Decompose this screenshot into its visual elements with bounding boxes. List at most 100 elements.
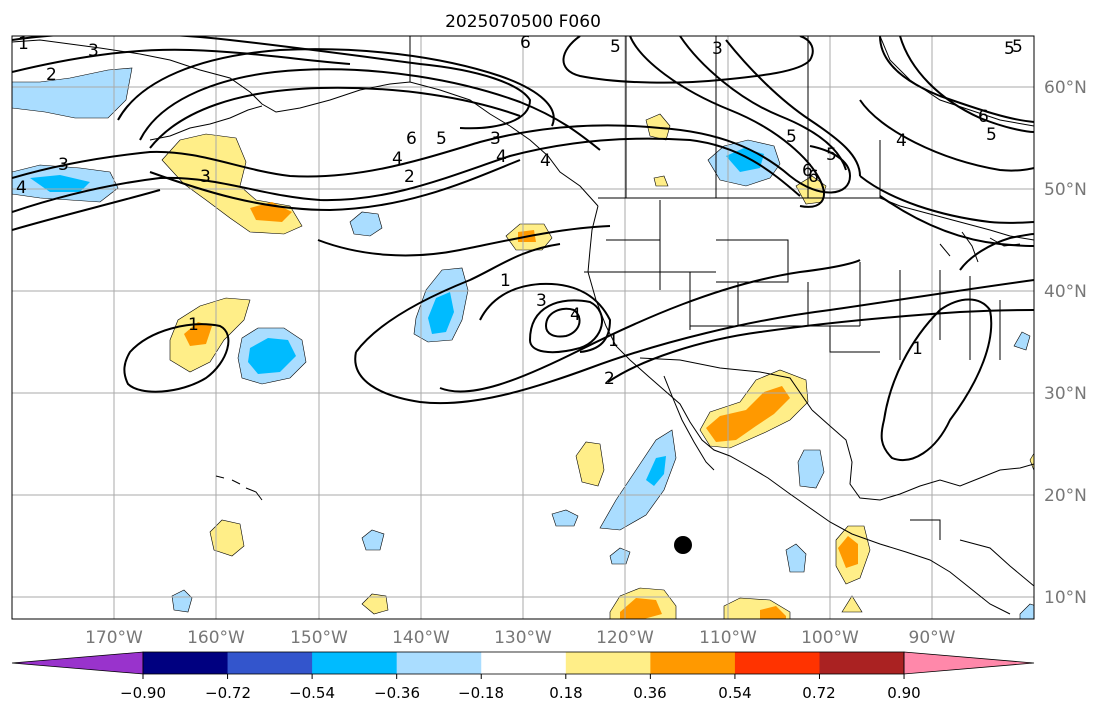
anomaly-area <box>209 519 245 557</box>
colorbar-tick-label: 0.36 <box>633 684 666 702</box>
anomaly-area <box>620 598 662 619</box>
anomaly-area <box>797 449 825 489</box>
strong-positive-anomaly-areas <box>184 202 858 619</box>
colorbar-tick-label: 0.90 <box>887 684 920 702</box>
contour-label: 6 <box>978 107 989 127</box>
anomaly-area <box>551 509 579 527</box>
colorbar-tick-label: −0.36 <box>374 684 420 702</box>
contour-label: 5 <box>786 127 797 147</box>
plot-area: 1 2 3 4 5 6 1 2 3 4 5 6 5 6 5 3 4 5 6 3 … <box>12 34 1034 619</box>
anomaly-area <box>1013 331 1031 351</box>
contour-label: 6 <box>802 161 813 181</box>
contour-label: 4 <box>16 178 27 198</box>
anomaly-area <box>646 456 666 486</box>
colorbar-tick-label: 0.18 <box>549 684 582 702</box>
colorbar-swatches <box>11 651 1035 675</box>
contour-label: 1 <box>608 331 619 351</box>
contour-line <box>117 48 555 127</box>
canadian-provincial-borders <box>625 36 881 198</box>
anomaly-area <box>171 589 193 613</box>
colorbar-swatch <box>903 651 1035 675</box>
colorbar-ticks <box>142 674 905 679</box>
colorbar-tick-label: −0.72 <box>205 684 251 702</box>
longitude-label: 170°W <box>85 628 143 648</box>
anomaly-area <box>361 529 385 551</box>
us-state-borders <box>584 200 1001 360</box>
contour-line <box>12 137 801 213</box>
contour-label: 3 <box>58 155 69 175</box>
contour-line <box>562 36 814 84</box>
longitude-label: 100°W <box>801 628 859 648</box>
contour-line <box>607 309 1034 383</box>
colorbar-tick-label: −0.18 <box>458 684 504 702</box>
contour-label: 4 <box>392 149 403 169</box>
anomaly-area <box>361 593 389 615</box>
contour-label: 3 <box>200 167 211 187</box>
longitude-label: 160°W <box>187 628 245 648</box>
anomaly-area <box>169 297 251 373</box>
colorbar-frame <box>142 651 905 675</box>
anomaly-area <box>838 536 858 568</box>
latitude-label: 10°N <box>1044 588 1087 608</box>
contour-label: 2 <box>46 65 57 85</box>
contour-label: 5 <box>826 145 837 165</box>
contour-line <box>317 225 611 257</box>
contour-line <box>629 36 825 208</box>
colorbar-swatch <box>819 652 905 674</box>
contour-line <box>12 48 351 73</box>
contour-lines <box>12 36 1034 461</box>
contour-line <box>354 279 1034 405</box>
contour-line <box>149 159 521 212</box>
colorbar-swatch <box>143 652 229 674</box>
anomaly-area <box>12 67 133 119</box>
colorbar-tick-label: 0.72 <box>802 684 835 702</box>
anomaly-area <box>248 338 296 374</box>
aleutian-islands <box>149 105 263 141</box>
graticule <box>12 36 1034 619</box>
contour-line <box>479 282 612 353</box>
contour-line <box>880 298 993 461</box>
plot-frame <box>11 35 1035 620</box>
contour-label: 6 <box>808 167 819 187</box>
anomaly-area <box>706 386 790 442</box>
strong-negative-anomaly-areas <box>30 148 764 486</box>
anomaly-area <box>726 148 764 172</box>
longitude-label: 120°W <box>596 628 654 648</box>
colorbar-tick-label: −0.90 <box>120 684 166 702</box>
anomaly-area <box>841 595 863 613</box>
latitude-label: 30°N <box>1044 384 1087 404</box>
contour-label: 2 <box>404 167 415 187</box>
alaska-coast <box>12 39 599 207</box>
longitude-label: 110°W <box>699 628 757 648</box>
contour-line <box>123 323 230 393</box>
contour-line <box>439 259 861 393</box>
longitude-label: 150°W <box>290 628 348 648</box>
colorbar-swatch <box>227 652 313 674</box>
contour-label: 3 <box>712 39 723 59</box>
baja-california <box>663 375 715 471</box>
contour-line <box>12 124 852 194</box>
longitude-label: 140°W <box>392 628 450 648</box>
anomaly-area <box>599 429 677 531</box>
contour-line <box>528 299 603 354</box>
central-america <box>910 519 1034 587</box>
contour-line <box>544 307 581 338</box>
contour-line <box>149 86 521 149</box>
contour-line <box>139 68 601 151</box>
colorbar-swatch <box>481 652 567 674</box>
contour-label: 4 <box>540 151 551 171</box>
anomaly-area <box>785 543 807 573</box>
anomaly-area <box>1029 452 1034 472</box>
colorbar-swatch <box>565 652 651 674</box>
contour-label: 4 <box>496 147 507 167</box>
colorbar-tick-label: −0.54 <box>289 684 335 702</box>
colorbar-swatch <box>396 652 482 674</box>
anomaly-area <box>1019 603 1034 619</box>
contour-label: 4 <box>570 305 581 325</box>
contour-label: 5 <box>610 37 621 57</box>
longitude-labels: 170°W 160°W 150°W 140°W 130°W 120°W 110°… <box>85 628 956 648</box>
contour-label: 5 <box>1004 39 1015 59</box>
great-lakes <box>939 231 1021 263</box>
latitude-label: 60°N <box>1044 78 1087 98</box>
contour-label: 1 <box>18 34 29 54</box>
